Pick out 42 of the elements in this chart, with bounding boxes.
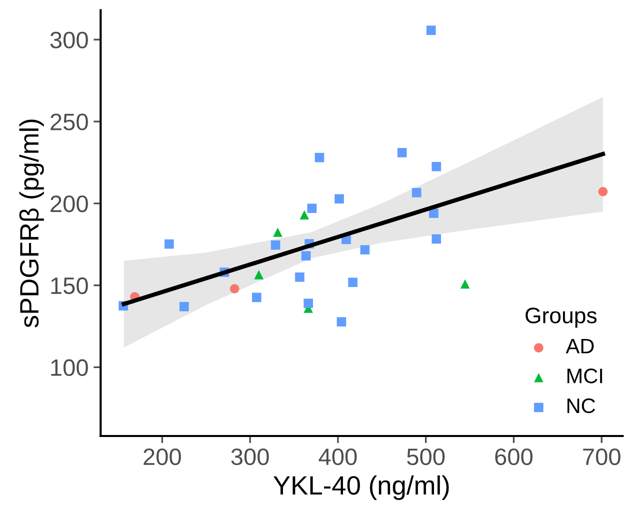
x-tick-label: 300 — [231, 448, 269, 466]
point — [336, 317, 346, 327]
point — [230, 284, 240, 294]
y-tick-label: 300 — [50, 32, 88, 48]
legend-label: AD — [566, 338, 594, 354]
y-axis-title: sPDGFRβ (pg/ml) — [19, 120, 44, 328]
x-tick-label: 200 — [144, 448, 181, 466]
point — [254, 270, 264, 280]
point — [295, 272, 304, 282]
point — [348, 278, 358, 288]
point — [270, 240, 280, 250]
y-tick-label: 200 — [50, 195, 88, 212]
y-tick-label: 100 — [51, 359, 88, 376]
legend-label: MCI — [567, 368, 602, 384]
point — [426, 26, 436, 35]
point — [360, 245, 370, 254]
point — [307, 204, 317, 213]
y-tick-label: 150 — [51, 277, 88, 294]
point — [334, 194, 344, 204]
x-tick-label: 400 — [318, 448, 357, 466]
point — [164, 239, 174, 249]
point — [429, 208, 438, 218]
point — [412, 188, 422, 198]
point — [397, 148, 407, 158]
x-axis-title: YKL-40 (ng/ml) — [274, 475, 449, 500]
point — [432, 162, 442, 172]
point — [460, 279, 470, 289]
point — [179, 302, 189, 312]
legend-title: Groups — [526, 308, 597, 328]
point — [314, 152, 324, 162]
y-tick-label: 250 — [50, 114, 88, 130]
point — [432, 234, 442, 244]
legend-label: NC — [567, 398, 596, 414]
point — [252, 292, 262, 302]
x-tick-label: 700 — [583, 448, 620, 466]
point — [273, 228, 282, 237]
x-tick-label: 500 — [407, 448, 445, 466]
point — [304, 298, 313, 308]
point — [301, 251, 311, 260]
x-tick-label: 600 — [495, 448, 532, 466]
point — [300, 210, 310, 220]
point — [598, 186, 608, 196]
